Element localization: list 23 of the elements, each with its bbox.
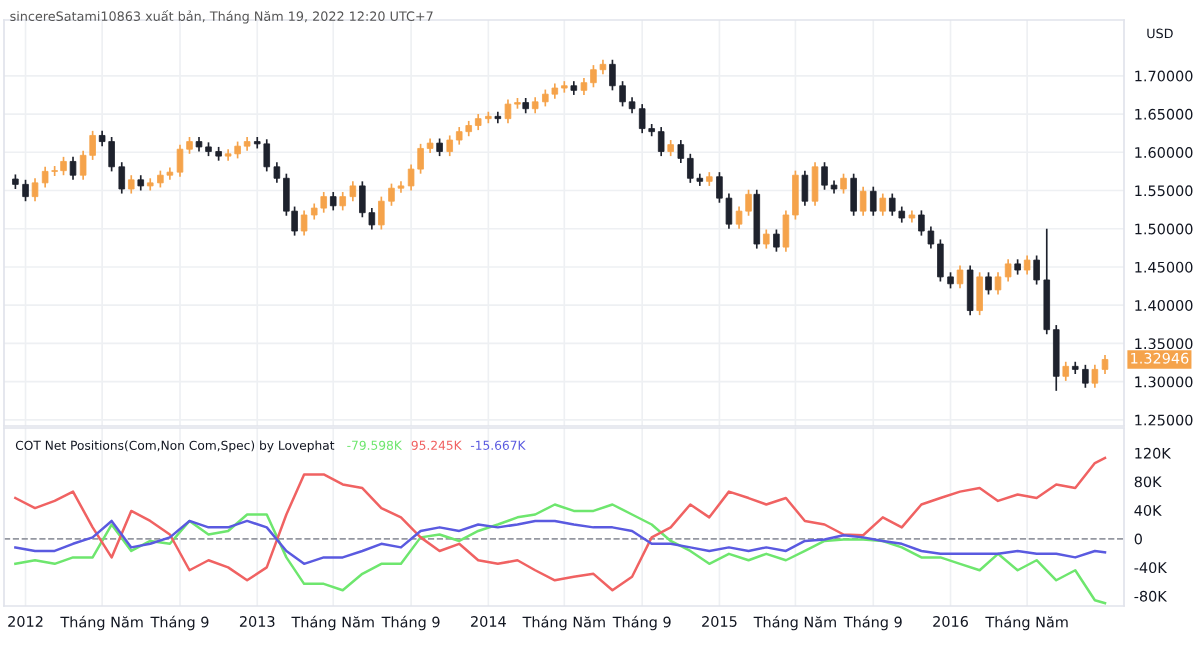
candlestick (870, 185, 877, 217)
candlestick (1101, 354, 1109, 375)
candlestick (850, 172, 857, 217)
candlestick (840, 172, 847, 195)
candlestick (956, 264, 964, 290)
line-series (14, 503, 1107, 605)
candlestick (966, 264, 974, 316)
line-series (14, 519, 1107, 566)
candlestick (329, 191, 337, 212)
candlestick (763, 228, 770, 250)
candlestick (1062, 360, 1070, 382)
candlestick (1023, 254, 1031, 276)
candlestick (859, 185, 867, 217)
candlestick (1091, 363, 1099, 389)
candlestick (811, 161, 819, 207)
candlestick (127, 174, 135, 195)
candlestick (773, 228, 780, 253)
candlestick (985, 271, 992, 296)
candlestick (801, 169, 809, 207)
candlestick (879, 192, 887, 217)
line-series (14, 456, 1107, 592)
candlestick (976, 271, 983, 316)
candlestick (69, 156, 77, 181)
